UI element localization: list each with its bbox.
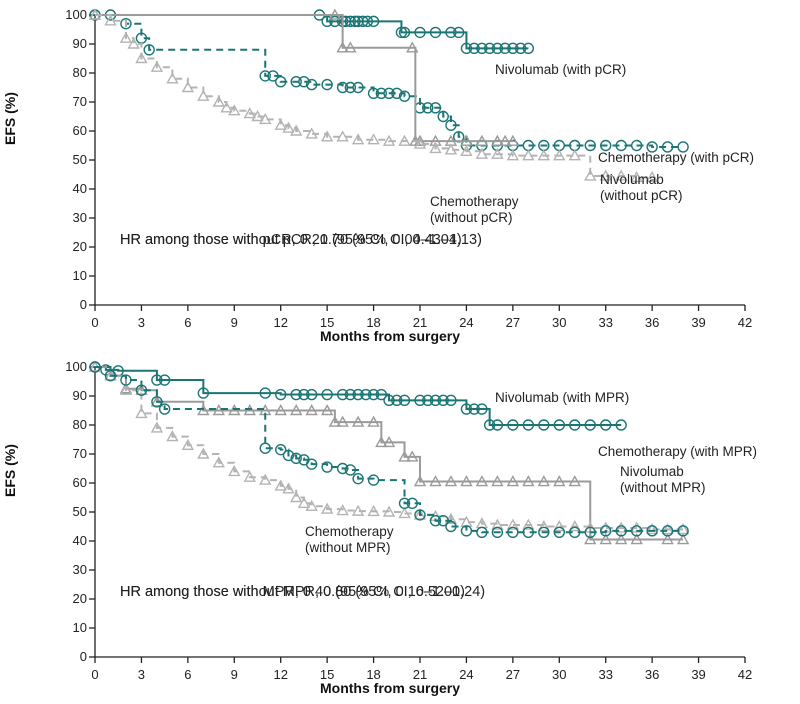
curve-label-1: Chemotherapy (with pCR)	[598, 150, 754, 166]
curve-line-chemotherapy-with-pcr-	[95, 15, 683, 147]
data-marker-triangle	[585, 171, 595, 180]
x-tick-label-36: 36	[640, 315, 664, 330]
x-tick-label-12: 12	[269, 315, 293, 330]
data-marker-triangle	[291, 493, 301, 502]
y-tick-label-100: 100	[57, 359, 87, 374]
curve-label-2: Nivolumab (without MPR)	[620, 464, 706, 495]
curve-label-3: Chemotherapy (without MPR)	[305, 524, 394, 555]
panel-mpr-inner: 0 10 20 30 40 50 60 70 80 90 100 0 3 6 9 12 15 18 21 24 27 30…	[0, 352, 800, 704]
curve-label-1: Chemotherapy (with MPR)	[598, 444, 757, 460]
x-tick-label-6: 6	[176, 667, 200, 682]
y-tick-label-0: 0	[57, 297, 87, 312]
y-tick-label-90: 90	[57, 36, 87, 51]
x-tick-label-33: 33	[594, 667, 618, 682]
x-tick-label-42: 42	[733, 667, 757, 682]
y-tick-label-30: 30	[57, 210, 87, 225]
curve-line-chemotherapy-without-pcr-	[95, 15, 652, 177]
y-tick-label-90: 90	[57, 388, 87, 403]
y-tick-label-50: 50	[57, 504, 87, 519]
x-tick-label-6: 6	[176, 315, 200, 330]
x-tick-label-9: 9	[222, 315, 246, 330]
y-axis-title: EFS (%)	[2, 0, 18, 145]
x-tick-label-36: 36	[640, 667, 664, 682]
y-tick-label-80: 80	[57, 65, 87, 80]
y-tick-label-60: 60	[57, 123, 87, 138]
curve-line-nivolumab-without-pcr-	[95, 15, 513, 141]
y-tick-label-20: 20	[57, 591, 87, 606]
curve-label-0: Nivolumab (with MPR)	[495, 390, 629, 406]
hr-line-1: HR among those without pCR, 0.70 (95% CI…	[120, 230, 482, 252]
x-tick-label-12: 12	[269, 667, 293, 682]
y-tick-label-40: 40	[57, 533, 87, 548]
curve-label-2: Nivolumab (without pCR)	[600, 172, 683, 203]
x-tick-label-0: 0	[83, 667, 107, 682]
y-tick-label-10: 10	[57, 268, 87, 283]
y-tick-label-10: 10	[57, 620, 87, 635]
y-tick-label-70: 70	[57, 94, 87, 109]
y-tick-label-70: 70	[57, 446, 87, 461]
curve-label-3: Chemotherapy (without pCR)	[430, 194, 519, 225]
hr-line-1: HR among those without MPR, 0.80 (95% CI…	[120, 582, 485, 604]
y-tick-label-30: 30	[57, 562, 87, 577]
x-tick-label-3: 3	[129, 315, 153, 330]
x-tick-label-27: 27	[501, 315, 525, 330]
x-tick-label-33: 33	[594, 315, 618, 330]
x-tick-label-9: 9	[222, 667, 246, 682]
panel-pcr: 0 10 20 30 40 50 60 70 80 90 100 0 3 6 9 12 15 18 21 24 27 30…	[0, 0, 800, 352]
x-axis-title: Months from surgery	[320, 680, 460, 696]
panel-pcr-inner: 0 10 20 30 40 50 60 70 80 90 100 0 3 6 9 12 15 18 21 24 27 30…	[0, 0, 800, 352]
x-tick-label-30: 30	[547, 315, 571, 330]
x-tick-label-3: 3	[129, 667, 153, 682]
y-tick-label-20: 20	[57, 239, 87, 254]
y-tick-label-50: 50	[57, 152, 87, 167]
y-axis-title: EFS (%)	[2, 347, 18, 497]
x-tick-label-42: 42	[733, 315, 757, 330]
x-tick-label-30: 30	[547, 667, 571, 682]
x-axis-title: Months from surgery	[320, 328, 460, 344]
y-tick-label-40: 40	[57, 181, 87, 196]
y-tick-label-80: 80	[57, 417, 87, 432]
x-tick-label-39: 39	[687, 667, 711, 682]
data-marker-triangle	[276, 120, 286, 129]
chart-svg-MPR	[0, 352, 800, 704]
data-marker-circle	[369, 475, 379, 485]
figure-container: 0 10 20 30 40 50 60 70 80 90 100 0 3 6 9 12 15 18 21 24 27 30…	[0, 0, 800, 704]
y-tick-label-100: 100	[57, 7, 87, 22]
panel-mpr: 0 10 20 30 40 50 60 70 80 90 100 0 3 6 9 12 15 18 21 24 27 30…	[0, 352, 800, 704]
x-tick-label-39: 39	[687, 315, 711, 330]
x-tick-label-0: 0	[83, 315, 107, 330]
x-tick-label-27: 27	[501, 667, 525, 682]
y-tick-label-60: 60	[57, 475, 87, 490]
y-tick-label-0: 0	[57, 649, 87, 664]
curve-label-0: Nivolumab (with pCR)	[495, 62, 626, 78]
